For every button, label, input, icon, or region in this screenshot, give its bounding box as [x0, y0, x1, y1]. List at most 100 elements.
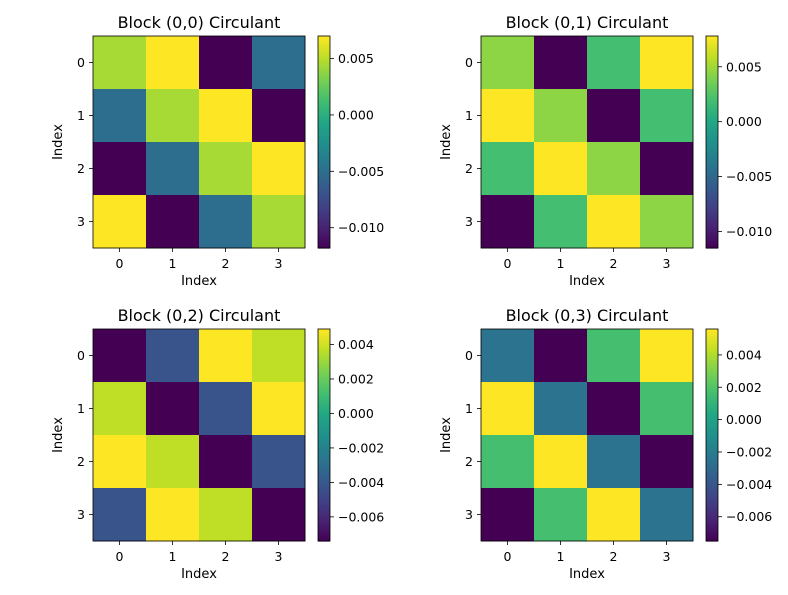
colorbar-segment	[706, 395, 718, 398]
colorbar-segment	[318, 389, 330, 392]
colorbar-segment	[318, 333, 330, 336]
colorbar-segment	[706, 80, 718, 83]
colorbar-segment	[706, 489, 718, 492]
colorbar-segment	[706, 371, 718, 374]
colorbar-segment	[318, 90, 330, 93]
colorbar-tick-label: −0.010	[726, 224, 772, 239]
colorbar-segment	[318, 415, 330, 418]
heatmap-cell	[146, 195, 200, 249]
colorbar-segment	[706, 78, 718, 81]
colorbar-segment	[318, 124, 330, 127]
heatmap-cell	[481, 488, 535, 542]
colorbar-segment	[706, 403, 718, 406]
colorbar-segment	[706, 527, 718, 530]
colorbar-segment	[706, 172, 718, 175]
colorbar-segment	[318, 533, 330, 536]
colorbar-segment	[706, 337, 718, 340]
colorbar-segment	[706, 170, 718, 173]
colorbar-segment	[318, 375, 330, 378]
colorbar-segment	[318, 244, 330, 247]
colorbar-segment	[318, 148, 330, 151]
colorbar-segment	[318, 114, 330, 117]
colorbar-segment	[318, 447, 330, 450]
colorbar-segment	[318, 339, 330, 342]
colorbar-segment	[318, 539, 330, 542]
colorbar-segment	[706, 531, 718, 534]
chart-title: Block (0,0) Circulant	[118, 13, 281, 32]
colorbar-segment	[706, 94, 718, 97]
y-axis-label: Index	[439, 417, 454, 453]
colorbar-segment	[706, 457, 718, 460]
colorbar-segment	[318, 435, 330, 438]
colorbar-segment	[706, 335, 718, 338]
colorbar-segment	[706, 465, 718, 468]
colorbar-segment	[706, 435, 718, 438]
colorbar-segment	[706, 154, 718, 157]
colorbar-segment	[318, 381, 330, 384]
colorbar-segment	[318, 214, 330, 217]
colorbar-segment	[318, 168, 330, 171]
colorbar-segment	[706, 369, 718, 372]
colorbar-segment	[706, 142, 718, 145]
heatmap-cell	[146, 329, 200, 383]
heatmap-cell	[252, 142, 306, 196]
colorbar-segment	[318, 497, 330, 500]
heatmap-cell	[252, 488, 306, 542]
colorbar-segment	[318, 140, 330, 143]
colorbar-segment	[706, 166, 718, 169]
colorbar-tick-label: −0.006	[338, 509, 384, 524]
colorbar-segment	[318, 441, 330, 444]
colorbar-segment	[318, 331, 330, 334]
colorbar-segment	[706, 122, 718, 125]
colorbar-segment	[318, 218, 330, 221]
colorbar-segment	[706, 100, 718, 103]
colorbar-segment	[318, 212, 330, 215]
x-axis-label: Index	[569, 567, 605, 582]
colorbar-segment	[706, 174, 718, 177]
colorbar-segment	[706, 537, 718, 540]
colorbar-segment	[318, 96, 330, 99]
colorbar-segment	[318, 517, 330, 520]
colorbar-segment	[706, 50, 718, 53]
colorbar-segment	[318, 176, 330, 179]
x-tick-label: 0	[116, 256, 124, 271]
colorbar-segment	[706, 379, 718, 382]
colorbar-segment	[318, 190, 330, 193]
colorbar-segment	[706, 180, 718, 183]
colorbar-segment	[706, 381, 718, 384]
colorbar-segment	[706, 419, 718, 422]
colorbar-segment	[706, 246, 718, 249]
colorbar-segment	[318, 361, 330, 364]
colorbar-segment	[706, 397, 718, 400]
heatmap-cell	[146, 435, 200, 489]
colorbar-segment	[318, 92, 330, 95]
colorbar-segment	[318, 525, 330, 528]
heatmap-cell	[199, 329, 253, 383]
colorbar-segment	[318, 417, 330, 420]
colorbar-segment	[706, 433, 718, 436]
colorbar-segment	[706, 204, 718, 207]
colorbar-segment	[318, 489, 330, 492]
colorbar-segment	[318, 178, 330, 181]
colorbar-segment	[318, 44, 330, 47]
y-tick-label: 2	[465, 454, 473, 469]
y-axis-label: Index	[439, 124, 454, 160]
colorbar-segment	[706, 90, 718, 93]
colorbar-segment	[706, 539, 718, 542]
colorbar-segment	[318, 485, 330, 488]
heatmap-cell	[252, 89, 306, 143]
colorbar-segment	[318, 112, 330, 115]
colorbar-segment	[706, 447, 718, 450]
x-axis-label: Index	[569, 274, 605, 289]
colorbar-segment	[706, 331, 718, 334]
colorbar-segment	[706, 234, 718, 237]
colorbar-segment	[318, 527, 330, 530]
heatmap-cell	[93, 195, 147, 249]
colorbar-segment	[706, 437, 718, 440]
heatmap-cell	[481, 382, 535, 436]
colorbar-segment	[706, 118, 718, 121]
colorbar-segment	[706, 475, 718, 478]
colorbar-segment	[318, 421, 330, 424]
colorbar-segment	[318, 116, 330, 119]
colorbar-segment	[318, 341, 330, 344]
